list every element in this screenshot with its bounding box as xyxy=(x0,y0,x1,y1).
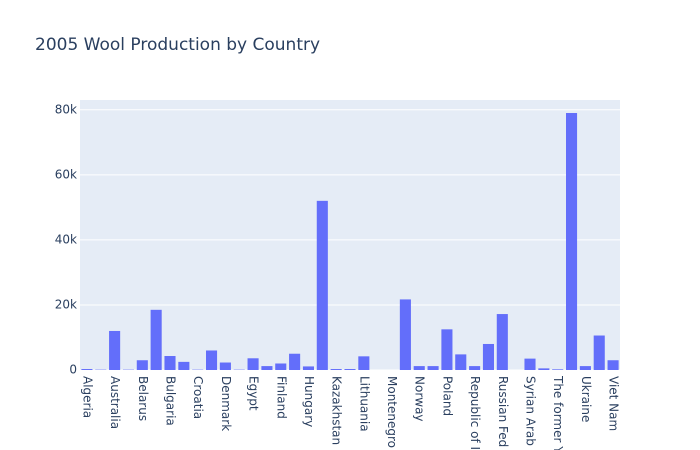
bar xyxy=(552,369,564,370)
x-tick-label: Russian Fed xyxy=(496,376,510,447)
x-tick-label: Kazakhstan xyxy=(330,376,344,445)
bar xyxy=(330,369,342,370)
x-tick-label: Montenegro xyxy=(385,376,399,448)
bar xyxy=(482,343,494,370)
x-tick-label: Lithuania xyxy=(357,376,371,432)
bar xyxy=(496,314,508,370)
bar xyxy=(275,363,287,370)
bar xyxy=(206,350,218,370)
x-tick-label: Republic of I xyxy=(468,376,482,450)
y-tick-label: 60k xyxy=(55,167,77,181)
x-tick-label: Finland xyxy=(274,376,288,419)
x-tick-label: Australia xyxy=(108,376,122,429)
bar xyxy=(413,366,425,370)
bar xyxy=(289,353,301,370)
bar xyxy=(164,356,176,370)
x-tick-label: Egypt xyxy=(247,376,261,411)
bar xyxy=(344,369,356,370)
x-tick-label: Poland xyxy=(440,376,454,416)
bar xyxy=(455,354,467,370)
bar xyxy=(593,335,605,370)
y-tick-label: 40k xyxy=(55,232,77,246)
x-tick-label: Hungary xyxy=(302,376,316,427)
bar xyxy=(579,366,591,370)
bar xyxy=(441,329,453,370)
plot-area xyxy=(80,100,620,370)
x-tick-label: Algeria xyxy=(80,376,94,418)
x-tick-label: The former Y xyxy=(551,375,565,450)
bar xyxy=(316,200,328,370)
bar xyxy=(524,358,536,370)
bar xyxy=(566,113,578,370)
bar xyxy=(538,368,550,370)
x-tick-label: Denmark xyxy=(219,376,233,431)
bar xyxy=(150,309,162,370)
bar xyxy=(302,366,314,370)
bar xyxy=(607,360,619,370)
x-tick-label: Croatia xyxy=(191,376,205,419)
chart-title: 2005 Wool Production by Country xyxy=(35,35,320,55)
x-tick-label: Viet Nam xyxy=(607,376,621,431)
bar xyxy=(178,361,190,370)
bar xyxy=(399,299,411,370)
y-tick-label: 0 xyxy=(69,363,77,377)
x-tick-label: Belarus xyxy=(136,376,150,421)
x-tick-label: Syrian Arab xyxy=(524,376,538,446)
y-tick-label: 80k xyxy=(55,102,77,116)
x-tick-label: Bulgaria xyxy=(164,376,178,426)
x-tick-label: Ukraine xyxy=(579,376,593,422)
y-tick-label: 20k xyxy=(55,297,77,311)
bar xyxy=(81,369,93,370)
bar xyxy=(109,330,121,370)
bar xyxy=(136,360,148,370)
bar xyxy=(219,362,231,370)
bar xyxy=(427,366,439,370)
bar xyxy=(358,356,370,370)
x-tick-label: Norway xyxy=(413,376,427,422)
bar xyxy=(261,366,273,370)
bar xyxy=(469,366,481,370)
bar xyxy=(247,358,259,370)
